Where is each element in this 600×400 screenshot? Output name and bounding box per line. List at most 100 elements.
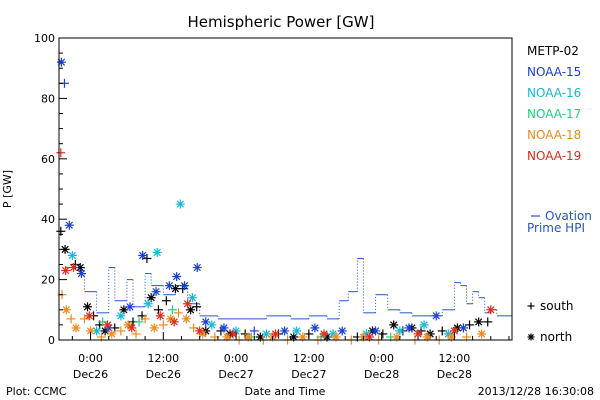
data-point [477, 329, 487, 339]
data-point [138, 250, 148, 260]
data-point [75, 263, 85, 273]
data-point [270, 329, 280, 339]
x-tick-label-time: 0:00 [224, 352, 249, 365]
x-tick-label-time: 0:00 [78, 352, 103, 365]
y-tick-label: 80 [41, 92, 55, 105]
data-point [364, 332, 374, 342]
data-point [183, 299, 193, 309]
legend-entry: NOAA-16 [527, 86, 581, 100]
data-point [458, 323, 468, 333]
x-axis-label: Date and Time [245, 385, 326, 398]
data-point [98, 317, 108, 327]
data-point [280, 326, 290, 336]
data-point [100, 326, 110, 336]
y-tick-label: 0 [48, 334, 55, 347]
data-point [228, 329, 238, 339]
data-point [83, 302, 93, 312]
data-point [419, 320, 429, 330]
data-point [155, 311, 165, 321]
data-point [61, 266, 71, 276]
data-point [192, 263, 202, 273]
legend-entry: NOAA-17 [527, 107, 581, 121]
data-point [64, 220, 74, 230]
data-point [71, 323, 81, 333]
marker-legend-label: south [540, 299, 574, 313]
x-tick-label-date: Dec26 [73, 368, 108, 381]
data-point [371, 326, 381, 336]
data-point [337, 326, 347, 336]
data-point [140, 314, 150, 324]
data-point [149, 323, 159, 333]
data-point [151, 287, 161, 297]
data-point [116, 311, 126, 321]
data-point [161, 296, 171, 306]
data-point [84, 311, 94, 321]
data-point [131, 329, 141, 339]
data-point [69, 263, 79, 273]
data-point [103, 320, 113, 330]
data-point [125, 302, 135, 312]
data-point [298, 332, 308, 342]
x-tick-label-date: Dec27 [291, 368, 326, 381]
data-point [474, 317, 484, 327]
x-tick-label-date: Dec27 [218, 368, 253, 381]
data-point [378, 329, 388, 339]
x-tick-label-time: 0:00 [369, 352, 394, 365]
marker-legend-symbol [527, 333, 535, 341]
data-point [195, 326, 205, 336]
data-point [292, 326, 302, 336]
data-point [486, 305, 496, 315]
data-point [56, 148, 66, 158]
data-point [169, 317, 179, 327]
data-point [56, 57, 66, 67]
y-axis: 0 20 40 60 80 100 [34, 32, 67, 347]
x-tick-label-time: 12:00 [439, 352, 471, 365]
data-point [61, 305, 71, 315]
marker-legend: south north [527, 299, 574, 344]
chart-title: Hemispheric Power [GW] [188, 13, 375, 31]
data-point [431, 311, 441, 321]
data-point [167, 305, 177, 315]
data-point [67, 250, 77, 260]
data-point [249, 326, 259, 336]
data-point [389, 320, 399, 330]
footer-right: 2013/12/28 16:30:08 [478, 385, 594, 398]
legend-entry: NOAA-19 [527, 149, 581, 163]
data-point [164, 281, 174, 291]
x-tick-label-time: 12:00 [293, 352, 325, 365]
x-tick-label-time: 12:00 [147, 352, 179, 365]
legend-entry: NOAA-18 [527, 128, 581, 142]
y-axis-label: P [GW] [1, 170, 14, 208]
y-tick-label: 40 [41, 213, 55, 226]
marker-legend-symbol [527, 302, 535, 310]
data-point [172, 272, 182, 282]
ovation-legend-line2: Prime HPI [527, 221, 585, 235]
data-point [310, 323, 320, 333]
data-point [192, 302, 202, 312]
ovation-legend-line1: Ovation [545, 209, 592, 223]
y-tick-label: 60 [41, 153, 55, 166]
data-point [143, 299, 153, 309]
data-point [173, 308, 183, 318]
data-points [56, 57, 496, 345]
data-point [181, 314, 191, 324]
data-point [186, 305, 196, 315]
x-tick-label-date: Dec26 [146, 368, 181, 381]
footer-left: Plot: CCMC [6, 385, 67, 398]
data-point [483, 317, 493, 327]
data-point [152, 247, 162, 257]
legend: METP-02 NOAA-15 NOAA-16 NOAA-17 NOAA-18 NOAA-… [527, 44, 581, 163]
data-point [180, 281, 190, 291]
data-point [207, 320, 217, 330]
data-point [153, 305, 163, 315]
x-tick-label-date: Dec28 [364, 368, 399, 381]
y-tick-label: 100 [34, 32, 55, 45]
marker-legend-label: north [540, 330, 572, 344]
data-point [107, 329, 117, 339]
data-point [158, 320, 168, 330]
data-point [127, 323, 137, 333]
data-point [422, 332, 432, 342]
data-point [404, 323, 414, 333]
x-tick-label-date: Dec28 [437, 368, 472, 381]
